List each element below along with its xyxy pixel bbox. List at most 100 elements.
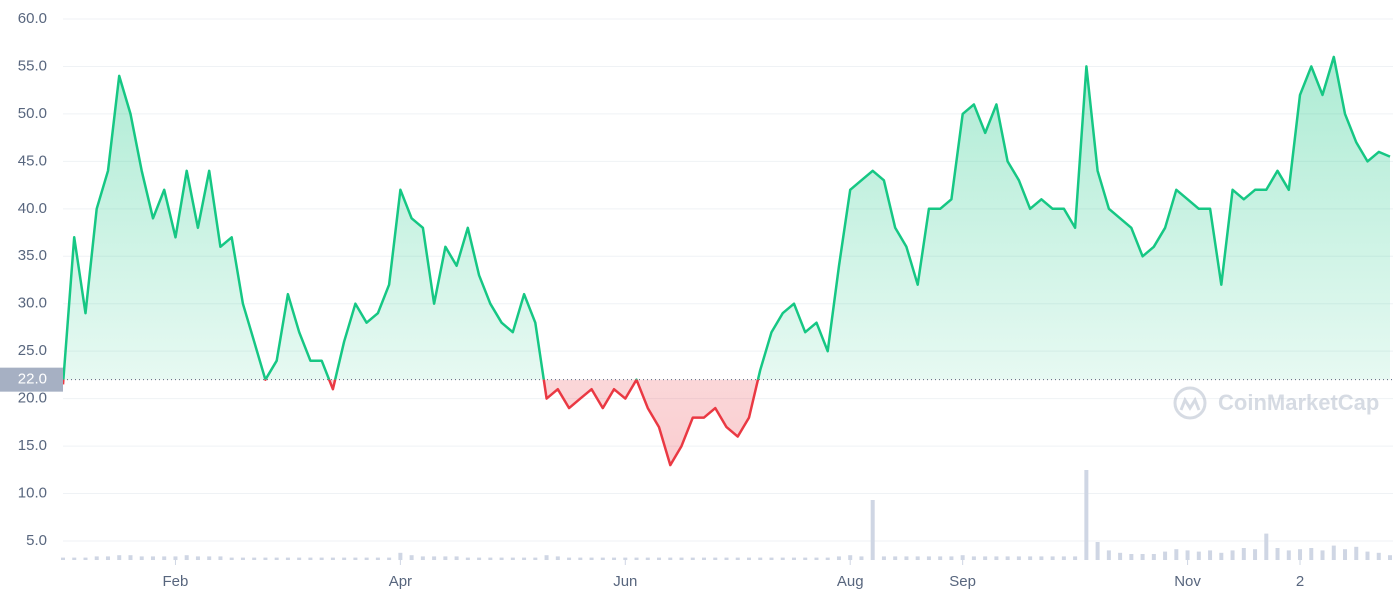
volume-bar — [342, 557, 347, 560]
volume-bar — [690, 557, 695, 560]
volume-bar — [1140, 554, 1145, 560]
volume-bar — [1174, 549, 1179, 560]
volume-bar — [1219, 552, 1224, 560]
volume-bar — [420, 556, 425, 560]
volume-bar — [1073, 556, 1078, 560]
volume-bar — [1331, 545, 1336, 560]
volume-bar — [1050, 556, 1055, 560]
baseline-label-box — [0, 367, 63, 392]
volume-bar — [634, 557, 639, 560]
y-tick-label: 5.0 — [26, 532, 47, 549]
volume-bar — [848, 555, 853, 560]
volume-bar — [510, 557, 515, 560]
volume-bar — [432, 556, 437, 560]
volume-bar — [1118, 552, 1123, 560]
volume-bar — [1275, 548, 1280, 560]
x-tick-label: Apr — [389, 573, 412, 590]
volume-bar — [128, 555, 133, 560]
area-up — [63, 56, 1390, 380]
volume-bar — [1298, 549, 1303, 560]
volume-bar — [1253, 549, 1258, 560]
volume-bar — [477, 557, 482, 560]
volume-bar — [746, 557, 751, 560]
volume-bar — [263, 557, 268, 560]
y-tick-label: 15.0 — [18, 437, 47, 454]
volume-bar — [758, 557, 763, 560]
volume-bar — [465, 557, 470, 560]
volume-bar — [893, 556, 898, 560]
volume-bar — [207, 556, 212, 560]
volume-bar — [1230, 550, 1235, 560]
volume-bar — [364, 557, 369, 560]
volume-bar — [1264, 533, 1269, 560]
x-tick-label: Jun — [613, 573, 637, 590]
volume-bar — [702, 557, 707, 560]
volume-bar — [803, 557, 808, 560]
watermark-logo — [1173, 386, 1207, 420]
x-tick-label: Sep — [949, 573, 976, 590]
y-tick-label: 25.0 — [18, 342, 47, 359]
volume-bar — [600, 557, 605, 560]
volume-bar — [994, 556, 999, 560]
volume-bar — [859, 556, 864, 560]
volume-bar — [1343, 549, 1348, 560]
volume-bar — [769, 557, 774, 560]
volume-bar — [983, 556, 988, 560]
volume-bar — [150, 556, 155, 560]
volume-bar — [814, 557, 819, 560]
volume-bar — [330, 557, 335, 560]
volume-bar — [1028, 556, 1033, 560]
volume-bar — [83, 557, 88, 560]
volume-bar — [724, 557, 729, 560]
volume-bar — [1241, 548, 1246, 560]
volume-bar — [533, 557, 538, 560]
y-tick-label: 45.0 — [18, 152, 47, 169]
y-tick-label: 30.0 — [18, 295, 47, 312]
volume-bar — [578, 557, 583, 560]
volume-bar — [555, 556, 560, 560]
volume-bar — [252, 557, 257, 560]
area-down — [63, 379, 758, 466]
y-tick-label: 20.0 — [18, 390, 47, 407]
y-tick-label: 40.0 — [18, 200, 47, 217]
volume-bar — [240, 557, 245, 560]
volume-bar — [1365, 551, 1370, 560]
volume-bar — [353, 557, 358, 560]
volume-bar — [1039, 556, 1044, 560]
volume-bar — [409, 555, 414, 560]
volume-bar — [1388, 555, 1392, 560]
y-tick-label: 35.0 — [18, 247, 47, 264]
volume-bar — [398, 552, 403, 560]
volume-bar — [780, 557, 785, 560]
volume-bar — [870, 500, 875, 560]
volume-bar — [836, 556, 841, 560]
volume-bar — [915, 556, 920, 560]
volume-bar — [904, 556, 909, 560]
volume-bar — [645, 557, 650, 560]
volume-bar — [297, 557, 302, 560]
volume-bar — [387, 557, 392, 560]
volume-bar — [522, 557, 527, 560]
volume-bar — [657, 557, 662, 560]
volume-bar — [825, 557, 830, 560]
volume-bar — [1286, 550, 1291, 560]
volume-bar — [443, 556, 448, 560]
volume-bar — [72, 557, 77, 560]
volume-bar — [139, 556, 144, 560]
x-tick-label: 2 — [1296, 573, 1304, 590]
price-line-up — [62, 55, 1391, 380]
volume-bar — [1185, 550, 1190, 560]
volume-bar — [938, 556, 943, 560]
volume-bar — [499, 557, 504, 560]
volume-bar — [162, 556, 167, 560]
y-tick-label: 60.0 — [18, 10, 47, 27]
volume-bar — [971, 556, 976, 560]
volume-bar — [949, 556, 954, 560]
volume-bar — [1151, 554, 1156, 560]
volume-bar — [105, 556, 110, 560]
volume-bar — [1376, 552, 1381, 560]
volume-bar — [218, 556, 223, 560]
volume-bar — [173, 556, 178, 560]
volume-bar — [229, 557, 234, 560]
volume-bar — [319, 557, 324, 560]
